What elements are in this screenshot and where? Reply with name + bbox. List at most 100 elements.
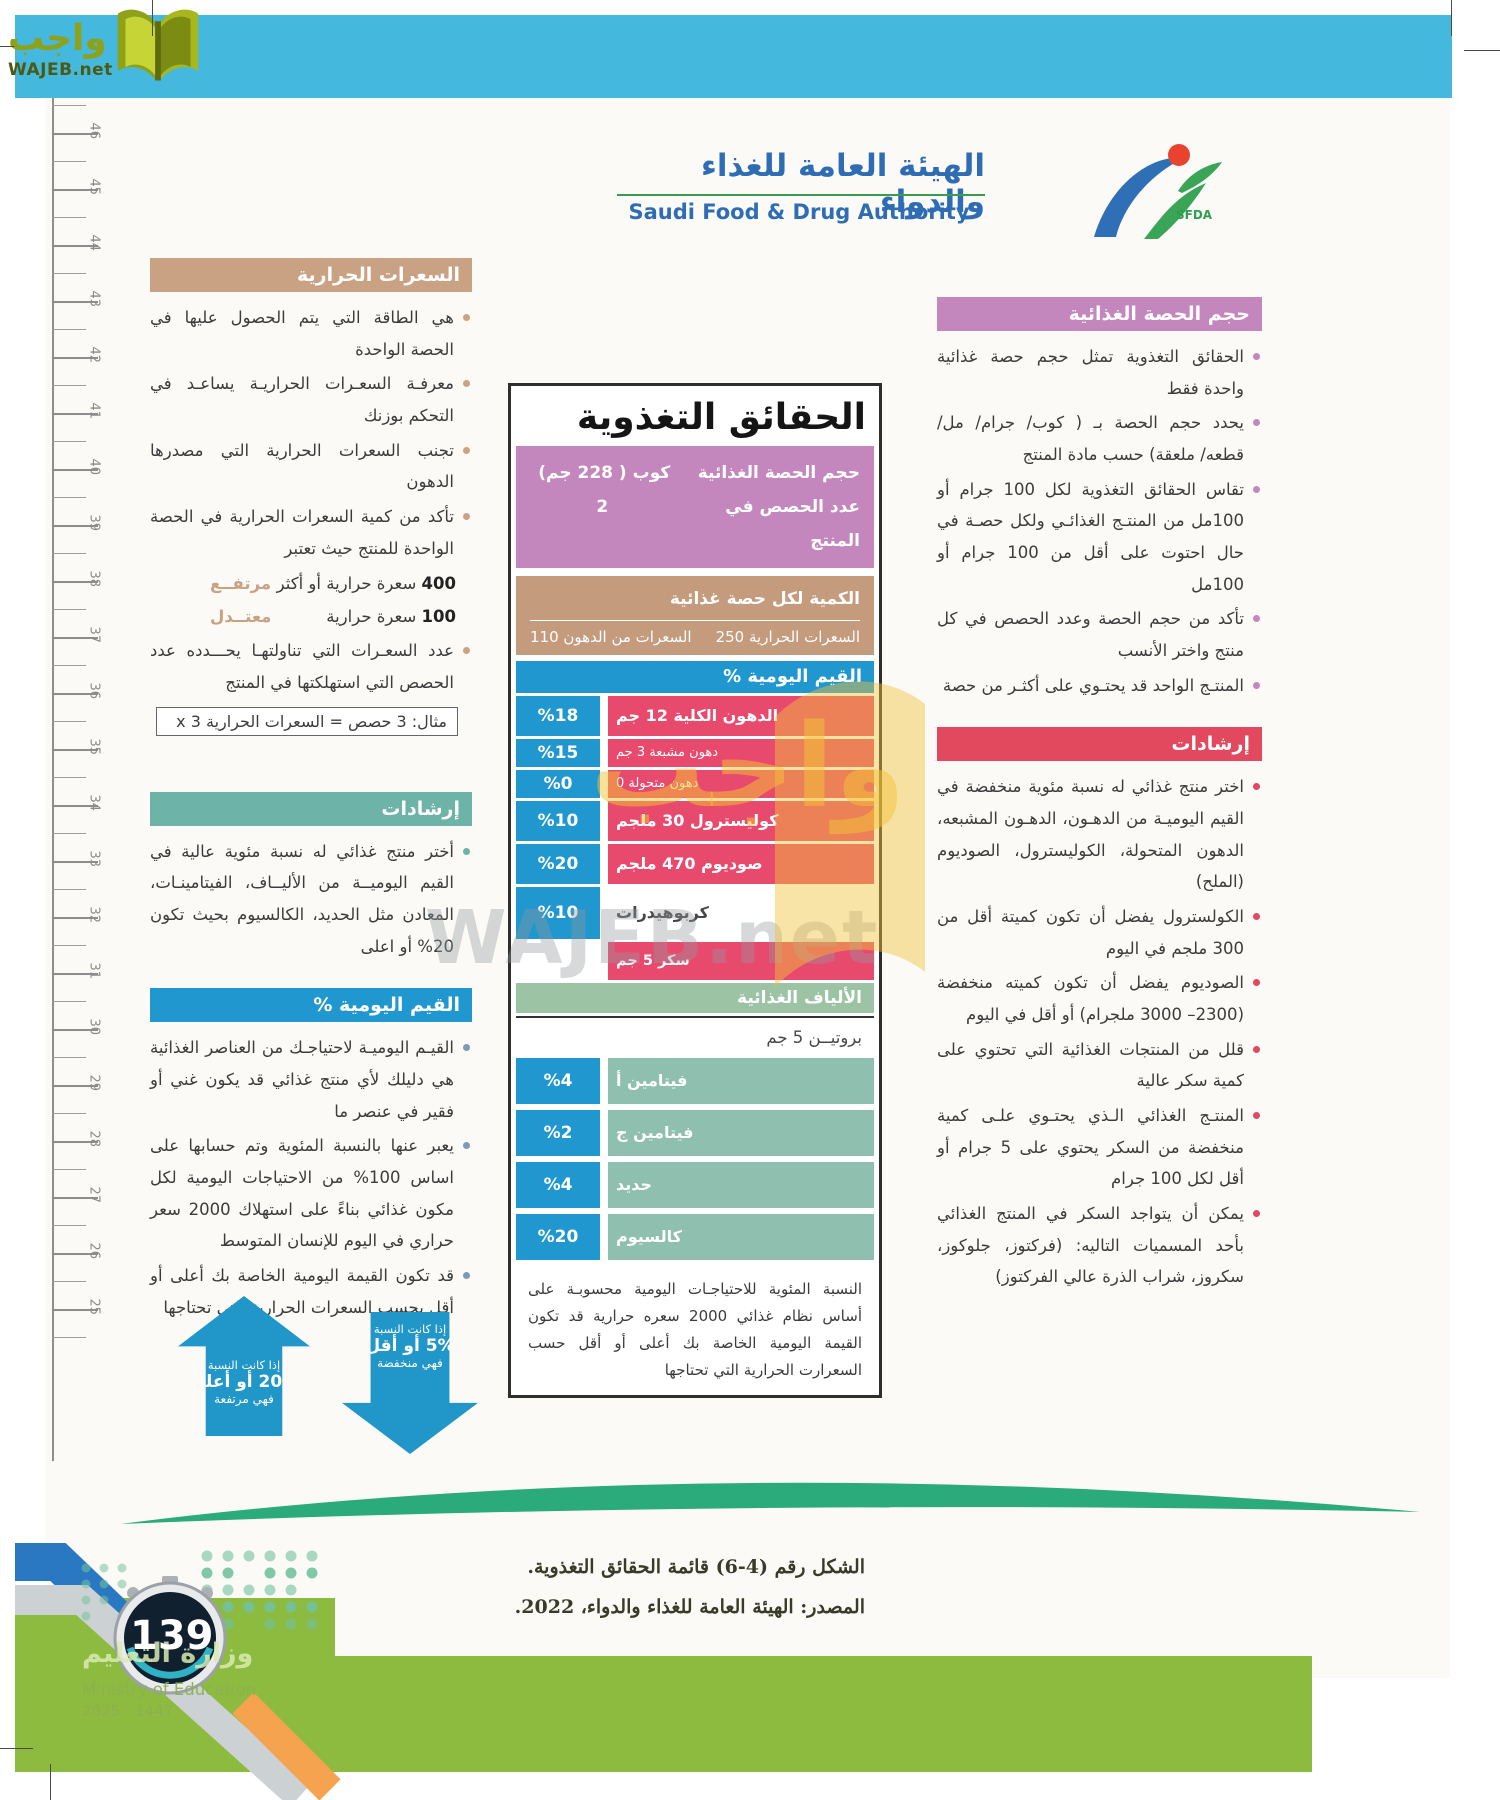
bullet-text: تأكد من كمية السعرات الحرارية في الحصة ا… [150,507,454,558]
bullet-text: تأكد من حجم الحصة وعدد الحصص في كل منتج … [937,609,1244,661]
crop-mark [0,1748,33,1749]
ruler-tick-major [52,1253,98,1255]
nutrition-facts-label: الحقائق التغذوية حجم الحصة الغذائية كوب (… [508,383,882,1398]
ruler-tick-label: 39 [86,514,102,532]
calorie-rating-row: 100 سعرة حرارية معتــدل [150,600,472,633]
ruler-tick-label: 31 [86,962,102,980]
ministry-logo-english: Ministry of Education [82,1680,257,1699]
ministry-logo-arabic: وزارة التعليم [82,1638,254,1669]
bullet-text: الصوديوم يفضل أن تكون كميته منخفضة (2300… [937,973,1244,1025]
bullet-dot [463,314,470,321]
bullet-item: المنتـج الغذائي الـذي يحتـوي علـى كمية م… [937,1100,1260,1195]
ruler-tick-minor [52,1225,86,1227]
ruler-tick-label: 45 [86,178,102,196]
label-row: سكر 5 جم [516,941,874,980]
dot [306,1618,318,1630]
rating-level: مرتفــع [210,574,272,594]
label-row: %20 صوديوم 470 ملجم [516,843,874,884]
bullet-text: معرفـة السعـرات الحراريـة يساعـد في التح… [150,374,454,426]
top-banner-bar [15,15,1452,98]
right-column: حجم الحصة الغذائية الحقائق التغذوية تمثل… [937,297,1262,1296]
percent-cell: %20 [516,1213,600,1260]
bullet-item: هي الطاقة التي يتم الحصول عليها في الحصة… [150,302,470,365]
label-row: %15 دهون مشبعة 3 جم [516,738,874,767]
per-serving-header: الكمية لكل حصة غذائية [669,589,860,609]
nutrient-label: فيتامين ج [608,1109,874,1156]
bullet-text: عدد السعـرات التي تناولتهـا يحـــدده عدد… [150,641,454,693]
crop-mark [152,0,153,36]
vit-rows: %4 فيتامين أ %2 فيتامين ج %4 حديد %20 كالسيوم [516,1057,874,1260]
dv-rows: %18 الدهون الكلية 12 جم %15 دهون مشبعة 3 جم… [516,695,874,980]
rating-amount: 400 [421,574,456,594]
label-row: %4 حديد [516,1161,874,1208]
ruler-tick-minor [52,161,86,163]
bullet-text: القيـم اليوميـة لاحتياجـك من العناصر الغ… [150,1038,454,1121]
bullet-dot [463,1272,470,1280]
ruler-tick-minor [52,833,86,835]
dot [99,1579,109,1589]
dot [99,1563,109,1573]
dot [306,1550,318,1562]
guidance-right-bullet-list: اختر منتج غذائي له نسبة مئوية منخفضة في … [937,761,1262,1293]
dot [201,1550,213,1562]
bullet-item: يعبر عنها بالنسبة المئوية وتم حسابها على… [150,1130,470,1257]
label-row: %18 الدهون الكلية 12 جم [516,695,874,736]
dot [222,1584,234,1596]
calories-value: السعرات الحرارية 250 [715,627,860,646]
label-row: %4 فيتامين أ [516,1057,874,1104]
label-title: الحقائق التغذوية [576,397,866,438]
dot [81,1611,91,1621]
sfda-logo: SFDA [1094,144,1222,239]
bottom-decoration [15,1482,1420,1800]
ruler-tick-label: 38 [86,570,102,588]
bullet-item: عدد السعـرات التي تناولتهـا يحـــدده عدد… [150,635,470,698]
ruler-tick-major [52,525,98,527]
nutrient-label: كالسيوم [608,1213,874,1260]
bullet-dot [463,1044,470,1052]
ruler-tick-major [52,1141,98,1143]
serving-value: 2 [596,497,609,517]
crop-mark [1464,50,1500,51]
section-header-guidance-left: إرشادات [150,791,472,826]
bullet-text: يعبر عنها بالنسبة المئوية وتم حسابها على… [150,1136,455,1251]
label-row: %20 كالسيوم [516,1213,874,1260]
bullet-text: المنتـج الواحد قد يحتـوي على أكثـر من حص… [942,675,1244,695]
ruler-tick-minor [52,497,86,499]
ruler-tick-major [52,301,98,303]
ruler-tick-major [52,973,98,975]
bullet-dot [1253,615,1260,623]
percent-cell: %10 [516,886,600,939]
ruler-tick-major [52,1197,98,1199]
example-box: مثال: 3 حصص = السعرات الحرارية x 3 [156,706,458,736]
bullet-text: الحقائق التغذوية تمثل حجم حصة غذائية واح… [937,347,1244,398]
ruler-tick-minor [52,1057,86,1059]
serving-key: حجم الحصة الغذائية [697,463,860,483]
ruler-tick-minor [52,273,86,275]
section-header-calories: السعرات الحرارية [150,258,472,292]
guidance-left-bullet-list: أختر منتج غذائي له نسبة مئوية عالية في ا… [150,826,472,963]
fiber-header: الألياف الغذائية [516,982,874,1013]
dot [285,1584,297,1596]
ruler-tick-label: 40 [86,458,102,476]
bullet-dot [463,513,470,521]
rating-level: معتــدل [210,607,272,627]
bullet-dot [1253,979,1260,987]
divider [530,619,860,621]
bullet-text: الكولسترول يفضل أن تكون كميتة أقل من 300… [937,907,1244,958]
sfda-underline [617,194,985,196]
bullet-item: يمكن أن يتواجد السكر في المنتج الغذائي ب… [937,1198,1260,1293]
dot [81,1563,91,1573]
bullet-text: تقاس الحقائق التغذوية لكل 100 جرام أو 10… [937,479,1245,594]
dot [99,1595,109,1605]
caption-line-2: المصدر: الهيئة العامة للغذاء والدواء، 20… [514,1595,865,1618]
protein-row: بروتيــن 5 جم [516,1015,874,1058]
nutrient-label: دهون متحولة 0 [608,769,874,798]
ruler-tick-label: 26 [86,1242,102,1260]
dot [306,1567,318,1579]
left-column: السعرات الحرارية هي الطاقة التي يتم الحص… [150,258,472,1326]
bullet-item: تجنب السعرات الحرارية التي مصدرها الدهون [150,435,470,498]
dot [222,1550,234,1562]
dot [264,1584,276,1596]
bullet-dot [463,647,470,655]
open-book-icon [117,9,199,81]
